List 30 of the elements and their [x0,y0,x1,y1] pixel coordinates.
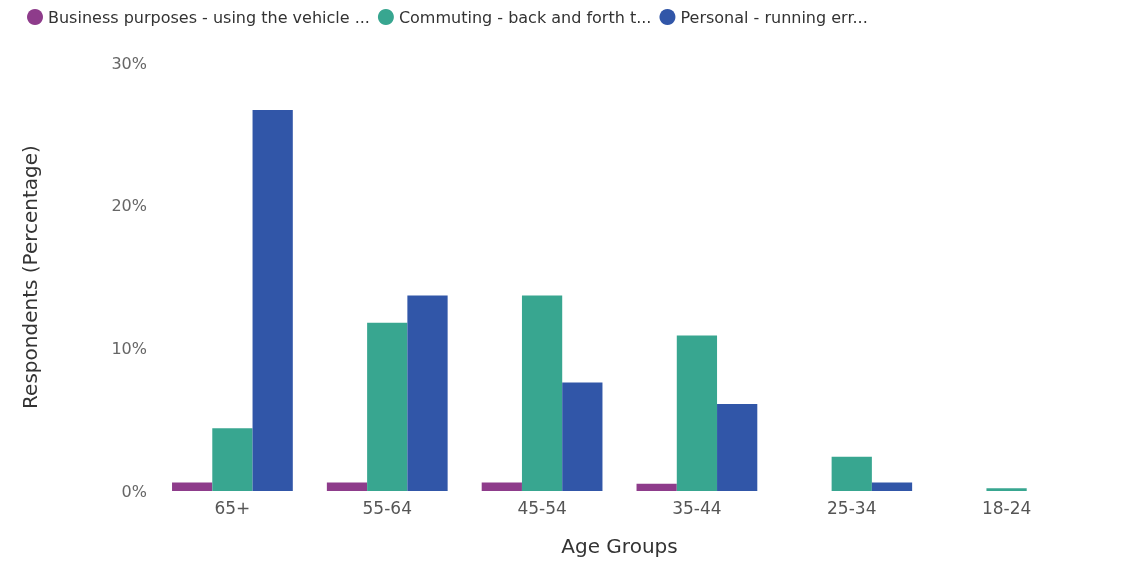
bar [521,295,563,491]
bar [481,482,522,491]
bar [831,456,872,491]
x-tick-label: 55-64 [362,497,412,518]
bar [676,335,718,491]
x-tick-label: 65+ [214,497,251,518]
y-tick-label: 20% [111,196,147,216]
bar [252,110,293,491]
bar [172,482,213,491]
x-axis-title: Age Groups [561,534,678,558]
bar [636,483,677,491]
x-tick-label: 25-34 [827,497,877,518]
legend-label: Commuting - back and forth t... [398,7,652,27]
x-tick-label: 35-44 [672,497,722,518]
bar [367,322,408,491]
bar [326,482,368,491]
bar [407,295,448,491]
bar [562,382,603,491]
bar [986,488,1027,491]
y-tick-label: 10% [111,338,147,358]
legend-label: Business purposes - using the vehicle ... [48,7,370,27]
y-axis-title: Respondents (Percentage) [18,145,42,409]
bar [717,403,758,491]
x-tick-label: 18-24 [981,497,1032,518]
bar [212,428,253,491]
y-tick-label: 0% [121,481,147,501]
bar [871,482,913,491]
y-tick-label: 30% [111,53,147,73]
x-tick-label: 45-54 [517,497,567,518]
legend-label: Personal - running err... [680,7,868,27]
